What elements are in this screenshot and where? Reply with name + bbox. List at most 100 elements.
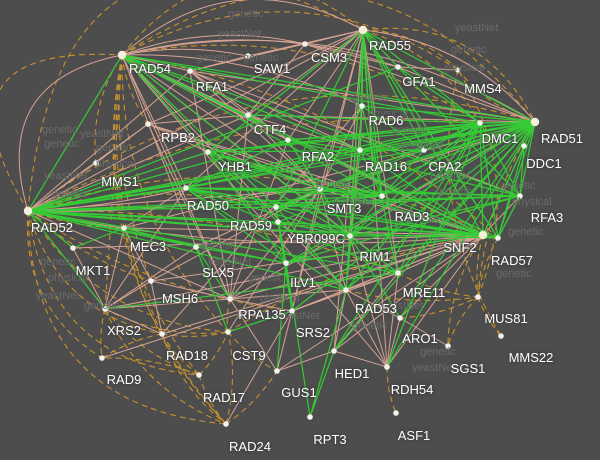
edge-genetic[interactable] [121, 0, 364, 56]
edge-genetic[interactable] [457, 69, 498, 298]
edge-coexpression[interactable] [276, 262, 287, 372]
node-gfa1[interactable] [395, 64, 401, 70]
edge-physical[interactable] [150, 280, 163, 335]
edge-coexpression[interactable] [397, 122, 481, 274]
node-rad9[interactable] [99, 355, 105, 361]
node-rad52[interactable] [23, 206, 33, 216]
edge-coexpression[interactable] [185, 187, 521, 197]
edge-genetic[interactable] [27, 210, 125, 229]
node-rad57[interactable] [495, 235, 501, 241]
edge-physical[interactable] [304, 43, 536, 123]
edge-physical[interactable] [161, 105, 363, 335]
edge-coexpression[interactable] [479, 122, 484, 236]
edge-genetic[interactable] [198, 374, 227, 425]
edge-genetic[interactable] [362, 27, 536, 123]
edge-genetic[interactable] [26, 210, 103, 359]
node-ybr099c[interactable] [275, 219, 281, 225]
edge-coexpression[interactable] [195, 246, 229, 333]
node-mus81[interactable] [475, 294, 481, 300]
edge-genetic[interactable] [0, 53, 123, 212]
edge-genetic[interactable] [447, 296, 479, 347]
edge-coexpression[interactable] [275, 195, 383, 208]
edge-genetic[interactable] [101, 357, 200, 376]
edge-physical[interactable] [27, 210, 231, 300]
node-saw1[interactable] [245, 53, 251, 59]
edge-coexpression[interactable] [185, 187, 347, 291]
edge-physical[interactable] [349, 235, 388, 368]
edge-coexpression[interactable] [27, 149, 361, 212]
edge-coexpression[interactable] [277, 221, 351, 237]
edge-physical[interactable] [247, 29, 364, 116]
edge-genetic[interactable] [226, 298, 231, 333]
edge-coexpression[interactable] [207, 151, 321, 190]
edge-physical[interactable] [121, 54, 363, 107]
edge-coexpression[interactable] [207, 151, 287, 264]
node-sgs1[interactable] [445, 343, 451, 349]
edge-physical[interactable] [397, 234, 484, 274]
node-msh6[interactable] [148, 278, 154, 284]
node-dmc1[interactable] [477, 120, 483, 126]
edge-physical[interactable] [291, 289, 347, 312]
edge-genetic[interactable] [27, 210, 227, 425]
edge-coexpression[interactable] [27, 195, 383, 212]
edge-genetic[interactable] [447, 234, 484, 347]
edge-coexpression[interactable] [27, 210, 399, 274]
edge-coexpression[interactable] [185, 122, 481, 189]
edge-genetic[interactable] [161, 331, 229, 337]
node-rad16[interactable] [357, 147, 363, 153]
edge-coexpression[interactable] [497, 145, 525, 239]
edge-coexpression[interactable] [349, 195, 521, 237]
edge-coexpression[interactable] [185, 187, 287, 264]
edge-coexpression[interactable] [386, 121, 536, 368]
edge-coexpression[interactable] [479, 122, 499, 239]
edge-physical[interactable] [291, 188, 321, 312]
edge-physical[interactable] [189, 70, 249, 116]
edge-genetic[interactable] [225, 331, 234, 425]
edge-genetic[interactable] [121, 44, 481, 124]
node-xrs2[interactable] [102, 306, 108, 312]
edge-physical[interactable] [72, 234, 484, 249]
edge-coexpression[interactable] [319, 122, 481, 190]
node-srs2[interactable] [289, 308, 295, 314]
node-rfa1[interactable] [187, 68, 193, 74]
edge-physical[interactable] [147, 123, 231, 300]
node-rad53[interactable] [343, 287, 349, 293]
edge-coexpression[interactable] [27, 66, 399, 212]
edge-coexpression[interactable] [121, 54, 209, 153]
edge-physical[interactable] [18, 54, 123, 212]
edge-physical[interactable] [247, 43, 306, 57]
edge-physical[interactable] [123, 227, 152, 282]
edge-coexpression[interactable] [275, 206, 351, 237]
edge-coexpression[interactable] [333, 121, 536, 352]
edge-physical[interactable] [482, 195, 521, 236]
edge-coexpression[interactable] [359, 149, 383, 197]
edge-genetic[interactable] [27, 210, 152, 282]
edge-physical[interactable] [27, 29, 364, 212]
edge-coexpression[interactable] [185, 187, 277, 208]
node-rdh54[interactable] [384, 364, 390, 370]
edge-physical[interactable] [276, 350, 335, 372]
node-rim1[interactable] [347, 233, 353, 239]
edge-physical[interactable] [397, 66, 459, 71]
edge-coexpression[interactable] [386, 122, 481, 368]
edge-genetic[interactable] [345, 289, 479, 302]
edge-genetic[interactable] [112, 54, 227, 425]
edge-coexpression[interactable] [27, 210, 106, 310]
edge-physical[interactable] [121, 54, 197, 248]
node-rad6[interactable] [359, 103, 365, 109]
edge-genetic[interactable] [198, 331, 229, 376]
edge-coexpression[interactable] [207, 151, 484, 236]
edge-coexpression[interactable] [185, 121, 536, 189]
edge-coexpression[interactable] [207, 151, 383, 197]
edge-coexpression[interactable] [185, 139, 289, 189]
edge-coexpression[interactable] [195, 246, 287, 264]
edge-coexpression[interactable] [497, 195, 521, 239]
edge-coexpression[interactable] [291, 121, 536, 312]
edge-coexpression[interactable] [247, 114, 481, 124]
edge-coexpression[interactable] [277, 221, 293, 312]
edge-coexpression[interactable] [195, 246, 231, 300]
edge-physical[interactable] [189, 70, 231, 300]
edge-physical[interactable] [189, 70, 289, 141]
edge-genetic[interactable] [104, 308, 227, 425]
edge-genetic[interactable] [362, 29, 481, 124]
